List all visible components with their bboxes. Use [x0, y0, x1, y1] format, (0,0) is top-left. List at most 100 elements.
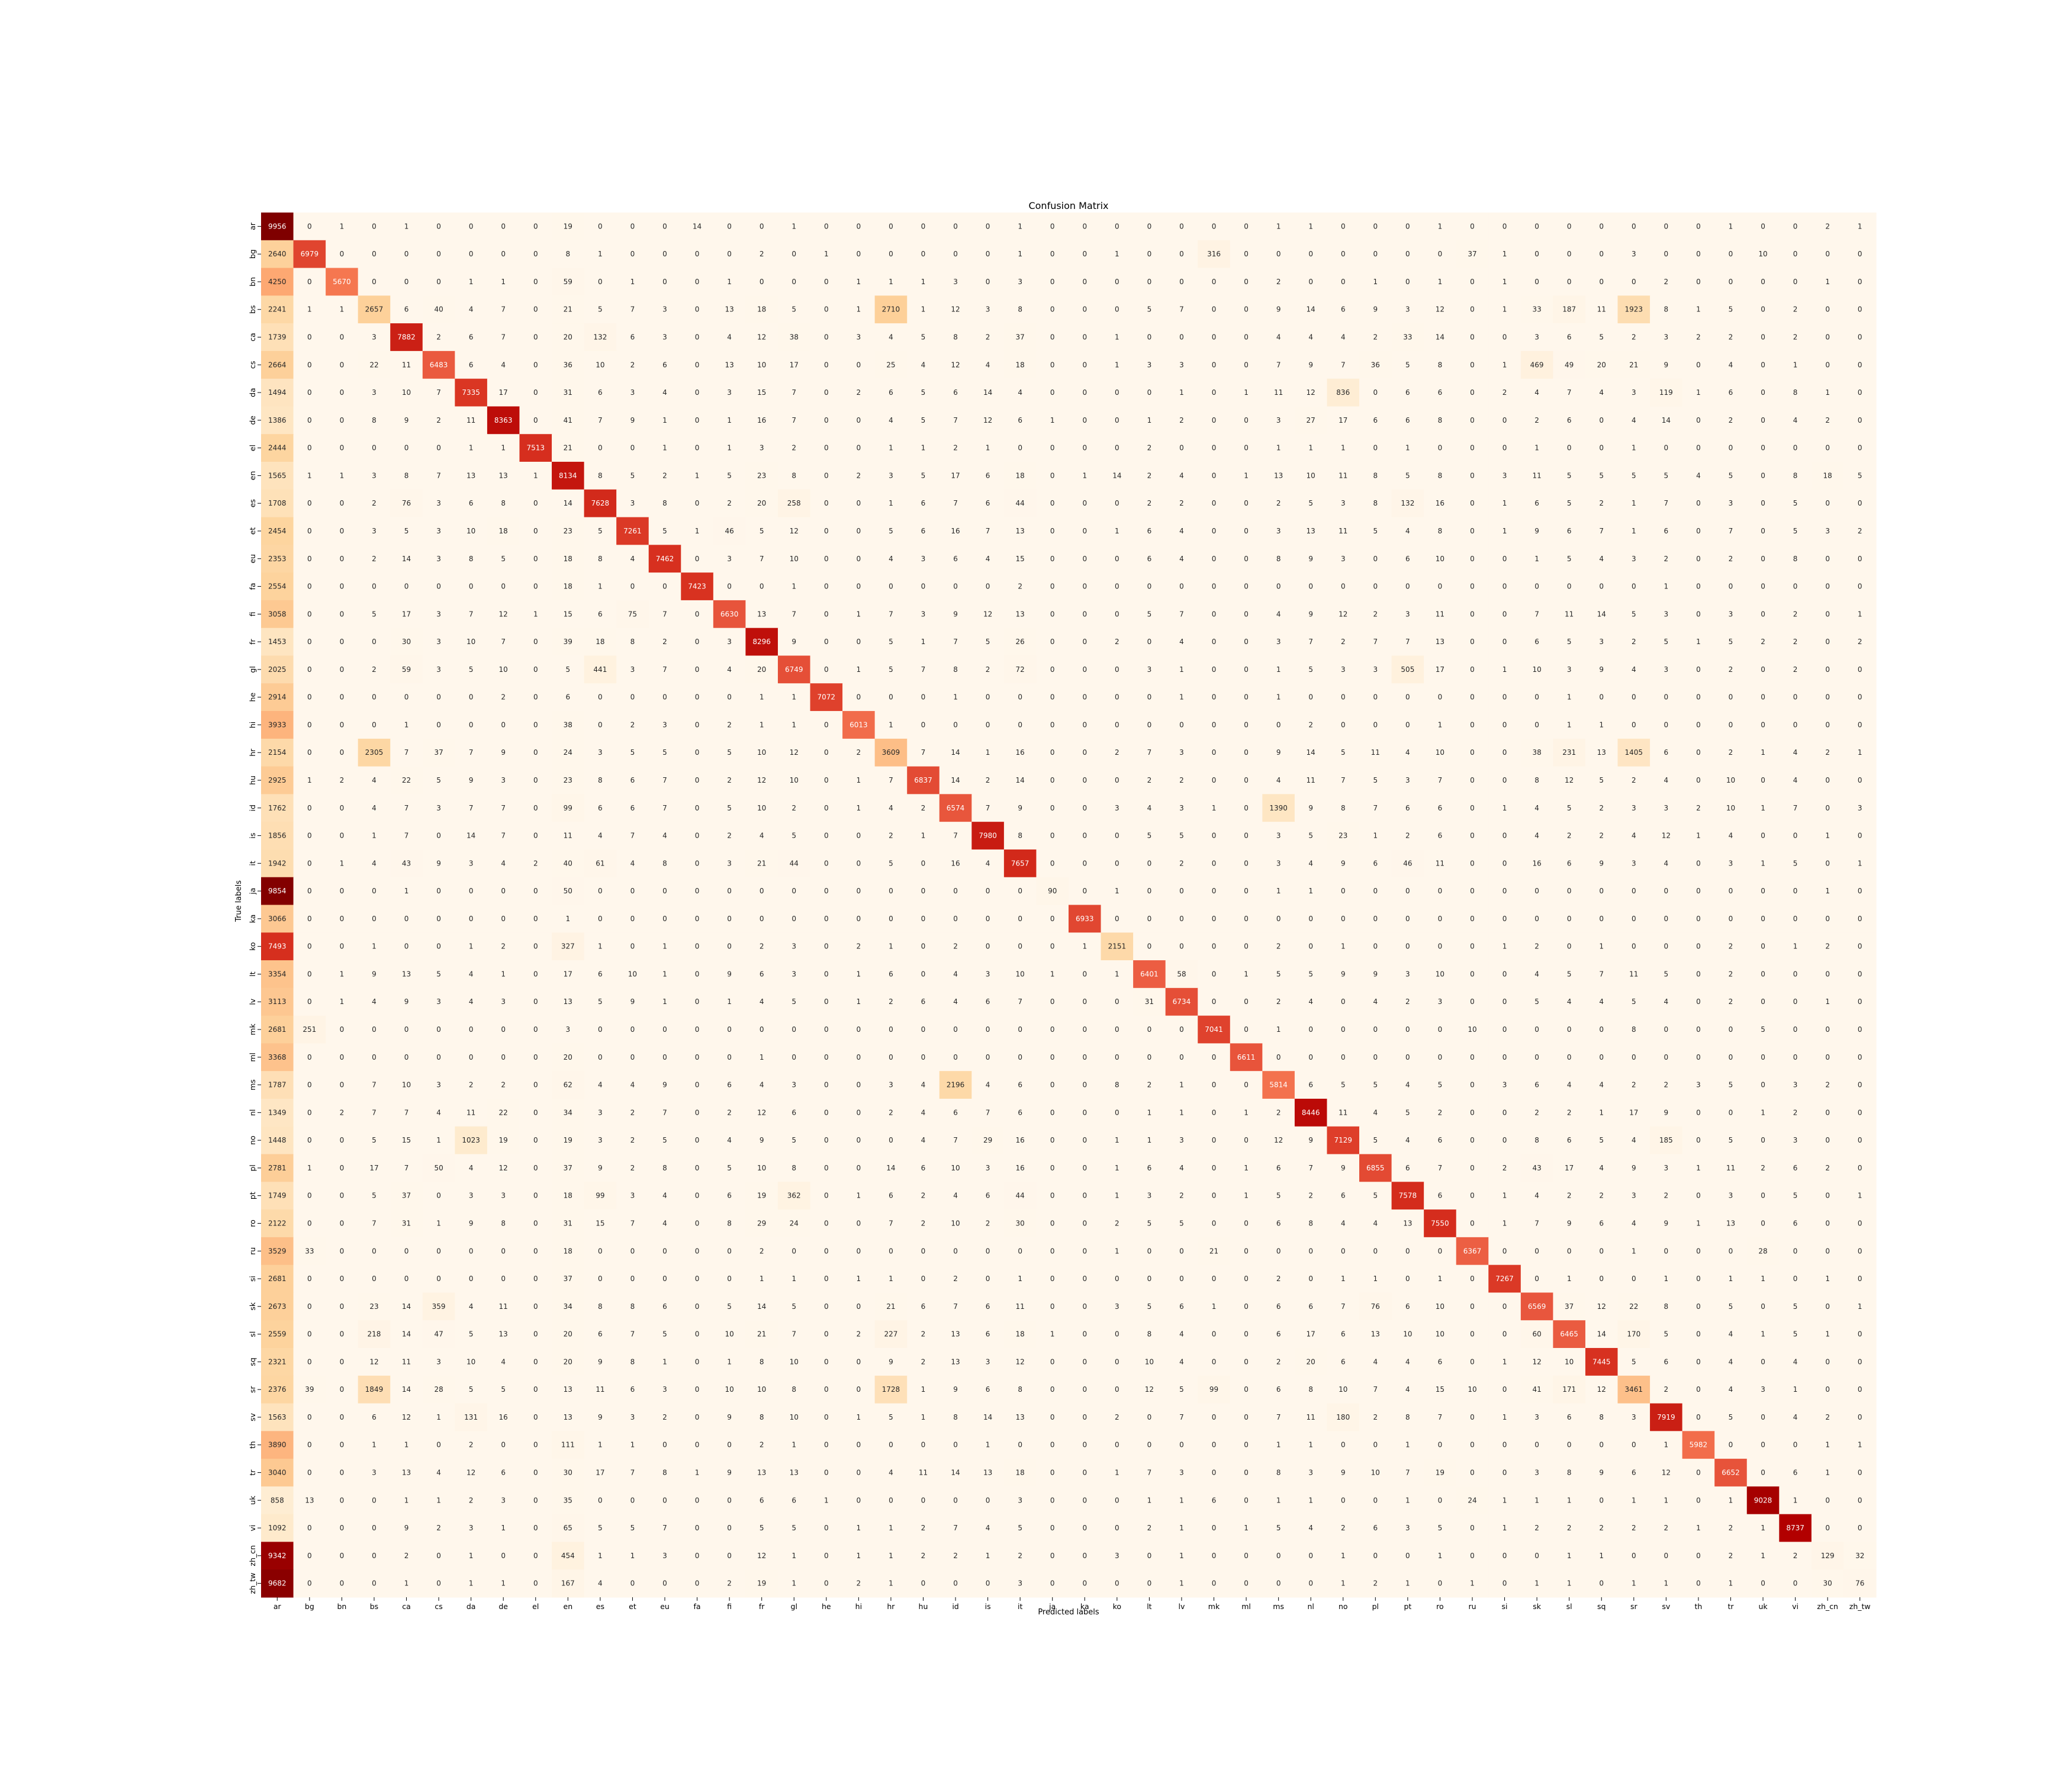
cell-value-label: 0	[533, 1164, 538, 1172]
cell-value-label: 0	[340, 499, 345, 507]
cell-value-label: 6	[630, 1385, 635, 1394]
cell-value-label: 2	[1632, 1081, 1636, 1089]
cell-value-label: 0	[727, 1524, 732, 1532]
cell-value-label: 13	[951, 1330, 960, 1339]
cell-value-label: 2	[372, 499, 377, 507]
cell-value-label: 0	[307, 970, 312, 978]
cell-value-label: 0	[1082, 1053, 1087, 1061]
cell-value-label: 5	[727, 748, 732, 757]
cell-value-label: 13	[725, 361, 733, 369]
cell-value-label: 0	[1599, 1441, 1604, 1449]
heatmap-cell	[326, 268, 359, 296]
cell-value-label: 0	[1858, 361, 1862, 369]
cell-value-label: 1	[727, 278, 732, 286]
cell-value-label: 2321	[268, 1357, 287, 1366]
cell-value-label: 0	[1050, 1441, 1055, 1449]
cell-value-label: 0	[1470, 804, 1475, 812]
cell-value-label: 1	[1438, 1552, 1443, 1560]
cell-value-label: 0	[1212, 555, 1217, 563]
cell-value-label: 0	[1825, 970, 1830, 978]
cell-value-label: 6	[372, 1413, 377, 1421]
cell-value-label: 2353	[268, 555, 287, 563]
cell-value-label: 0	[1825, 1496, 1830, 1504]
cell-value-label: 1	[953, 693, 958, 702]
cell-value-label: 0	[307, 1081, 312, 1089]
cell-value-label: 7	[501, 804, 506, 812]
cell-value-label: 0	[662, 222, 667, 230]
cell-value-label: 0	[1050, 748, 1055, 757]
cell-value-label: 0	[1308, 1579, 1313, 1588]
cell-value-label: 3	[1405, 970, 1410, 978]
cell-value-label: 0	[1212, 527, 1217, 535]
cell-value-label: 0	[1858, 1247, 1862, 1255]
cell-value-label: 0	[1438, 942, 1443, 951]
cell-value-label: 9	[1308, 1136, 1313, 1144]
cell-value-label: 0	[760, 222, 764, 230]
cell-value-label: 0	[1212, 638, 1217, 646]
cell-value-label: 7	[630, 305, 635, 314]
cell-value-label: 0	[1696, 1053, 1701, 1061]
cell-value-label: 12	[790, 527, 799, 535]
cell-value-label: 0	[1858, 720, 1862, 729]
cell-value-label: 9	[1599, 1468, 1604, 1476]
cell-value-label: 0	[792, 250, 796, 258]
cell-value-label: 0	[533, 1192, 538, 1200]
cell-value-label: 0	[1825, 583, 1830, 591]
cell-value-label: 0	[921, 859, 926, 867]
cell-value-label: 7513	[526, 444, 545, 452]
cell-value-label: 0	[1308, 915, 1313, 923]
cell-value-label: 2	[469, 1496, 474, 1504]
heatmap-cell	[681, 240, 714, 269]
cell-value-label: 8	[662, 859, 667, 867]
cell-value-label: 7919	[1657, 1413, 1675, 1421]
cell-value-label: 1	[1308, 444, 1313, 452]
cell-value-label: 10	[790, 1413, 799, 1421]
cell-value-label: 13	[1274, 471, 1283, 480]
cell-value-label: 0	[598, 1053, 603, 1061]
cell-value-label: 1	[1018, 250, 1022, 258]
cell-value-label: 0	[760, 583, 764, 591]
cell-value-label: 17	[951, 471, 960, 480]
cell-value-label: 46	[725, 527, 733, 535]
cell-value-label: 0	[1115, 1330, 1119, 1339]
cell-value-label: 0	[307, 887, 312, 895]
cell-value-label: 1448	[268, 1136, 287, 1144]
cell-value-label: 9	[436, 859, 441, 867]
cell-value-label: 0	[1761, 1413, 1765, 1421]
cell-value-label: 11	[1436, 610, 1444, 618]
cell-value-label: 0	[1050, 361, 1055, 369]
cell-value-label: 0	[1470, 776, 1475, 784]
cell-value-label: 0	[1858, 1108, 1862, 1117]
cell-value-label: 1	[1050, 1330, 1055, 1339]
cell-value-label: 0	[340, 1247, 345, 1255]
cell-value-label: 3040	[268, 1468, 287, 1476]
cell-value-label: 33	[305, 1247, 314, 1255]
cell-value-label: 4	[1599, 388, 1604, 397]
cell-value-label: 0	[372, 1053, 377, 1061]
cell-value-label: 0	[1082, 1385, 1087, 1394]
cell-value-label: 0	[1405, 1275, 1410, 1283]
cell-value-label: 0	[1632, 1053, 1636, 1061]
cell-value-label: 0	[695, 1275, 700, 1283]
cell-value-label: 14	[1016, 776, 1025, 784]
cell-value-label: 6	[1599, 1219, 1604, 1227]
cell-value-label: 4	[1308, 998, 1313, 1006]
cell-value-label: 0	[824, 915, 829, 923]
cell-value-label: 2	[889, 1108, 893, 1117]
heatmap-cell	[713, 268, 746, 296]
cell-value-label: 2	[340, 1108, 345, 1117]
heatmap-cell	[1456, 295, 1489, 324]
cell-value-label: 119	[1659, 388, 1673, 397]
heatmap-cell	[455, 295, 488, 324]
cell-value-label: 8	[1308, 1219, 1313, 1227]
cell-value-label: 0	[1082, 638, 1087, 646]
cell-value-label: 0	[1050, 665, 1055, 674]
cell-value-label: 5	[727, 804, 732, 812]
cell-value-label: 0	[1179, 887, 1184, 895]
cell-value-label: 1	[1502, 804, 1507, 812]
heatmap-cell	[1811, 268, 1845, 296]
cell-value-label: 3113	[268, 998, 287, 1006]
cell-value-label: 2554	[268, 583, 287, 591]
cell-value-label: 0	[1244, 1441, 1249, 1449]
cell-value-label: 4	[986, 361, 990, 369]
